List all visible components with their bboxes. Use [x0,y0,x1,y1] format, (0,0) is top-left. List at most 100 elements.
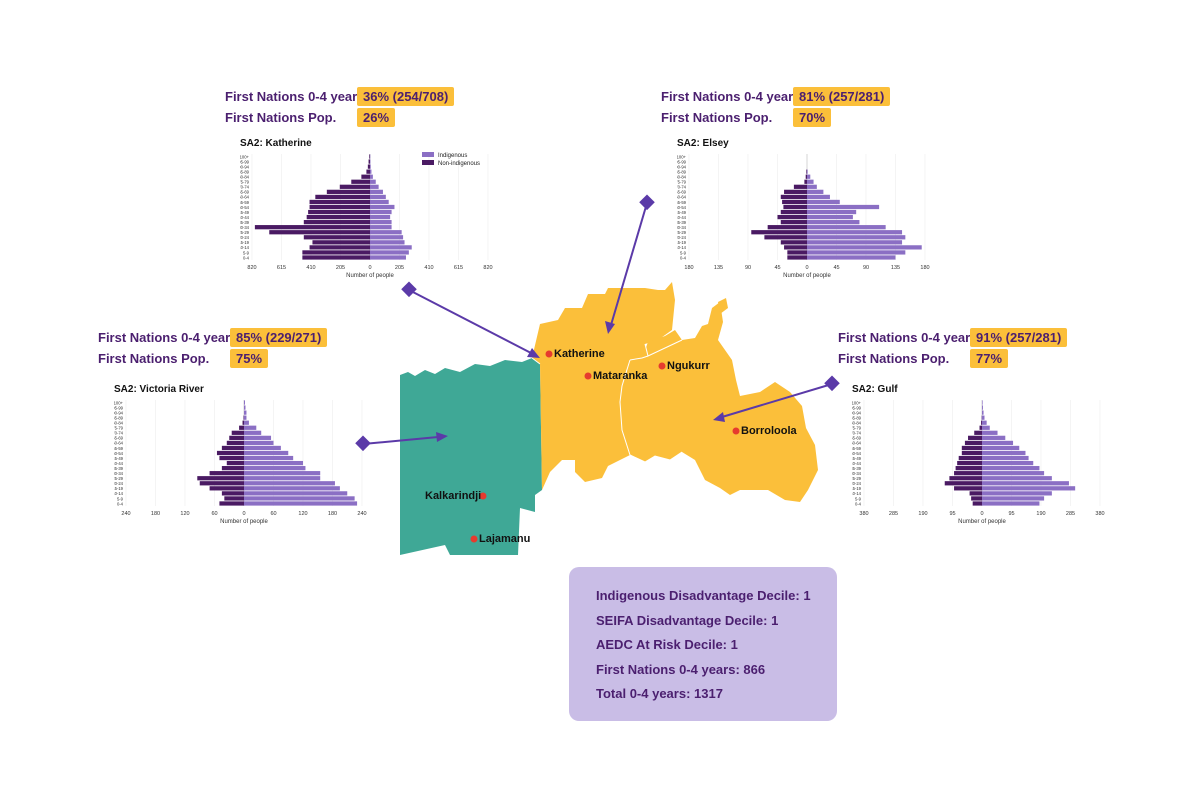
age-group-label: 70-74 [852,431,862,436]
age-group-label: 90-94 [677,164,687,169]
age-group-label: 30-34 [114,471,124,476]
bar-indigenous [244,445,281,451]
bar-non-indigenous [780,209,807,215]
x-tick-label: 380 [1095,511,1104,517]
x-tick-label: 410 [424,265,433,271]
bar-indigenous [244,430,262,435]
stat-label-fn04: First Nations 0-4 years [661,89,801,104]
x-tick-label: 205 [336,265,345,271]
town-label-lajamanu: Lajamanu [479,533,530,545]
map-boundary [531,355,683,463]
bar-non-indigenous [309,199,370,205]
bar-non-indigenous [944,481,982,486]
bar-non-indigenous [368,159,370,164]
age-group-label: 90-94 [852,410,862,415]
bar-indigenous [370,169,372,174]
legend-label-indigenous: Indigenous [438,153,467,159]
town-label-katherine: Katherine [554,348,605,360]
x-tick-label: 95 [1008,511,1014,517]
age-group-label: 40-44 [114,461,124,466]
bar-indigenous [807,225,886,230]
stat-block-katherine: First Nations 0-4 years 36% (254/708) Fi… [225,87,465,127]
bar-non-indigenous [302,250,370,255]
x-tick-label: 820 [483,265,492,271]
bar-non-indigenous [303,220,370,225]
town-label-kalkarindji: Kalkarindji [425,490,481,502]
bar-indigenous [982,400,983,405]
age-group-label: 80-84 [114,421,124,426]
x-tick-label: 410 [306,265,315,271]
info-total-04: Total 0-4 years: 1317 [596,686,723,701]
bar-indigenous [244,471,321,476]
x-tick-label: 615 [454,265,463,271]
x-tick-label: 90 [745,265,751,271]
stat-block-victoria-river: First Nations 0-4 years 85% (229/271) Fi… [98,328,338,368]
bar-non-indigenous [229,435,244,440]
map-boundary [644,339,683,357]
age-group-label: 50-54 [240,205,250,210]
stat-value-fn04: 85% (229/271) [230,328,328,347]
bar-indigenous [244,440,274,446]
x-tick-label: 180 [684,265,693,271]
stat-label-fn04: First Nations 0-4 years [98,330,238,345]
age-group-label: 95-99 [852,405,862,410]
bar-non-indigenous [968,435,982,440]
bar-indigenous [982,445,1020,451]
age-group-label: 85-89 [677,169,687,174]
bar-indigenous [807,250,906,255]
bar-indigenous [982,450,1026,456]
age-group-label: 30-34 [852,471,862,476]
info-aedc-at-risk: AEDC At Risk Decile: 1 [596,637,738,652]
bar-indigenous [982,440,1014,446]
bar-indigenous [370,179,376,184]
age-group-label: 15-19 [677,240,687,245]
bar-indigenous [244,435,272,440]
summary-info-box: Indigenous Disadvantage Decile: 1 SEIFA … [569,567,837,721]
bar-non-indigenous [197,476,244,481]
age-group-label: 40-44 [240,215,250,220]
bar-indigenous [244,501,358,506]
bar-indigenous [982,460,1034,466]
bar-non-indigenous [303,235,370,240]
bar-indigenous [982,410,984,415]
bar-non-indigenous [969,491,982,496]
bar-indigenous [244,420,249,425]
age-group-label: 10-14 [677,245,687,250]
age-group-label: 80-84 [677,175,687,180]
age-group-label: 100+ [114,400,124,405]
stat-label-fnpop: First Nations Pop. [225,110,337,125]
age-group-label: 10-14 [114,491,124,496]
stat-block-elsey: First Nations 0-4 years 81% (257/281) Fi… [661,87,901,127]
bar-non-indigenous [219,455,244,461]
bar-non-indigenous [981,420,982,425]
age-group-label: 70-74 [240,185,250,190]
bar-non-indigenous [219,501,244,506]
age-group-label: 25-29 [852,476,862,481]
age-group-label: 80-84 [240,175,250,180]
bar-non-indigenous [231,430,244,435]
x-tick-label: 205 [395,265,404,271]
stat-value-fnpop: 75% [230,349,269,368]
bar-non-indigenous [302,255,370,260]
age-group-label: 10-14 [852,491,862,496]
age-group-label: 100+ [852,400,862,405]
age-group-label: 40-44 [677,215,687,220]
chart-title: SA2: Elsey [677,138,729,149]
age-group-label: 5-9 [243,250,250,255]
age-group-label: 50-54 [114,451,124,456]
bar-non-indigenous [309,245,370,250]
bar-non-indigenous [308,209,370,215]
stat-label-fnpop: First Nations Pop. [661,110,773,125]
age-group-label: 65-69 [677,190,687,195]
bar-indigenous [807,209,857,215]
bar-indigenous [244,450,289,456]
stat-label-fn04: First Nations 0-4 years [838,330,978,345]
x-tick-label: 240 [357,511,366,517]
age-group-label: 20-24 [677,235,687,240]
age-group-label: 60-64 [240,195,250,200]
bar-indigenous [370,235,404,240]
age-group-label: 45-49 [677,210,687,215]
legend-swatch-indigenous [422,152,434,157]
bar-indigenous [244,455,294,461]
age-group-label: 85-89 [240,169,250,174]
